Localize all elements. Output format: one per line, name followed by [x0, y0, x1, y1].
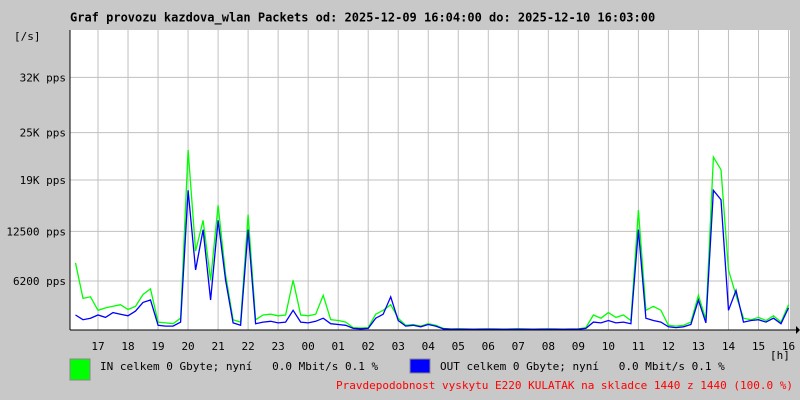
x-tick-label: 12 [662, 340, 675, 353]
x-tick-label: 16 [782, 340, 795, 353]
x-tick-label: 18 [121, 340, 134, 353]
series-lines [74, 149, 790, 330]
x-tick-label: 13 [692, 340, 705, 353]
x-tick-label: 03 [392, 340, 405, 353]
x-tick-label: 23 [272, 340, 285, 353]
x-tick-label: 01 [332, 340, 345, 353]
x-tick-label: 14 [722, 340, 736, 353]
x-tick-label: 15 [752, 340, 765, 353]
y-tick-label: 25K pps [20, 127, 66, 140]
x-tick-label: 09 [572, 340, 585, 353]
x-tick-label: 06 [482, 340, 495, 353]
x-tick-label: 17 [91, 340, 104, 353]
x-tick-label: 02 [362, 340, 375, 353]
x-axis-arrow [796, 326, 800, 334]
x-tick-label: 11 [632, 340, 645, 353]
y-axis-label: [/s] [14, 30, 41, 43]
x-tick-label: 05 [452, 340, 465, 353]
legend-label: IN celkem 0 Gbyte; nyní 0.0 Mbit/s 0.1 % [100, 360, 379, 373]
x-tick-label: 21 [211, 340, 224, 353]
legend-swatch [409, 358, 431, 374]
x-tick-label: 00 [302, 340, 315, 353]
y-tick-label: 19K pps [20, 174, 66, 187]
series-line [74, 149, 790, 330]
x-tick-label: 20 [181, 340, 194, 353]
x-tick-label: 19 [151, 340, 164, 353]
y-tick-label: 32K pps [20, 71, 66, 84]
x-tick-label: 10 [602, 340, 615, 353]
annotation: Pravdepodobnost vyskytu E220 KULATAK na … [336, 379, 793, 392]
series-line [75, 188, 790, 330]
y-tick-label: 12500 pps [6, 225, 66, 238]
x-tick-label: 22 [241, 340, 254, 353]
legend-label: OUT celkem 0 Gbyte; nyní 0.0 Mbit/s 0.1 … [440, 360, 725, 373]
legend: IN celkem 0 Gbyte; nyní 0.0 Mbit/s 0.1 %… [69, 358, 725, 381]
y-tick-label: 6200 pps [13, 275, 66, 288]
legend-swatch [69, 358, 91, 381]
x-tick-label: 07 [512, 340, 525, 353]
x-tick-label: 08 [542, 340, 555, 353]
grid [70, 30, 790, 330]
chart-title: Graf provozu kazdova_wlan Packets od: 20… [70, 11, 655, 26]
x-axis-label: [h] [770, 349, 790, 362]
x-tick-label: 04 [422, 340, 436, 353]
